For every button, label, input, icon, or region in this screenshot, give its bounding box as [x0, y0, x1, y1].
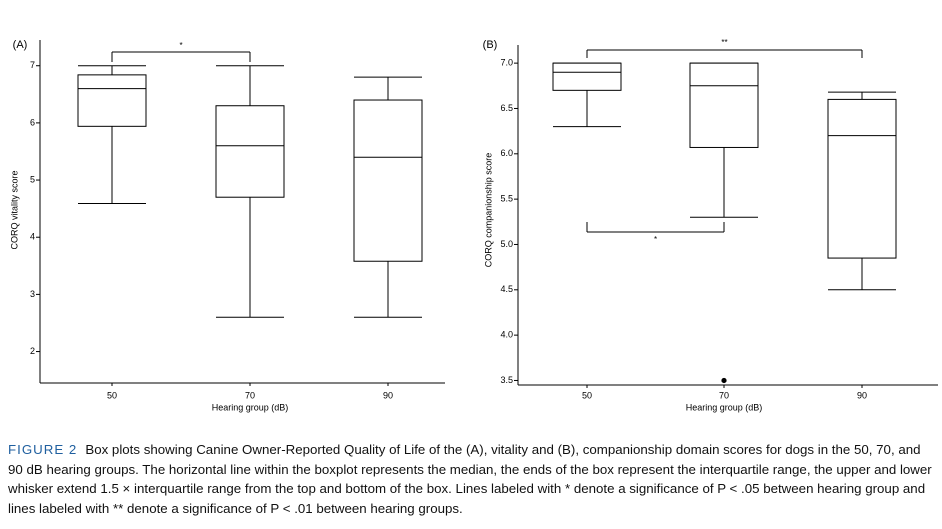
y-tick-label: 5	[30, 174, 35, 184]
y-axis-label: CORQ companionship score	[483, 153, 493, 268]
x-axis-label: Hearing group (dB)	[686, 402, 763, 412]
y-tick-label: 6.0	[500, 148, 513, 158]
significance-label: *	[654, 235, 657, 244]
y-tick-label: 6	[30, 117, 35, 127]
panel-label: (A)	[13, 39, 28, 51]
caption-label: FIGURE 2	[8, 442, 78, 457]
box	[215, 105, 285, 198]
y-tick-label: 7	[30, 60, 35, 70]
box	[689, 62, 759, 148]
x-tick-label: 50	[582, 390, 592, 400]
box	[77, 74, 147, 127]
x-tick-label: 90	[857, 390, 867, 400]
y-tick-label: 6.5	[500, 103, 513, 113]
figure: (A) 2 3 4 5 6 7 CORQ vitality score Hearing grou…	[9, 38, 938, 412]
y-tick-label: 4	[30, 232, 35, 242]
y-axis-label: CORQ vitality score	[9, 170, 19, 249]
box	[552, 62, 622, 91]
significance-label: *	[179, 41, 182, 50]
x-axis-label: Hearing group (dB)	[212, 402, 289, 412]
y-tick-label: 3.5	[500, 375, 513, 385]
caption-text: Box plots showing Canine Owner-Reported …	[8, 442, 932, 516]
y-tick-label: 4.0	[500, 330, 513, 340]
x-tick-label: 70	[245, 390, 255, 400]
y-tick-label: 5.0	[500, 239, 513, 249]
y-tick-label: 2	[30, 346, 35, 356]
y-tick-label: 4.5	[500, 284, 513, 294]
panel-label: (B)	[483, 39, 498, 51]
x-tick-label: 70	[719, 390, 729, 400]
x-tick-label: 50	[107, 390, 117, 400]
x-tick-label: 90	[383, 390, 393, 400]
y-tick-label: 3	[30, 289, 35, 299]
y-tick-label: 7.0	[500, 58, 513, 68]
box	[353, 99, 423, 262]
outlier	[721, 377, 727, 384]
box	[827, 98, 897, 259]
caption: FIGURE 2 Box plots showing Canine Owner-R…	[8, 440, 936, 518]
y-tick-label: 5.5	[500, 194, 513, 204]
significance-label: **	[721, 38, 727, 47]
